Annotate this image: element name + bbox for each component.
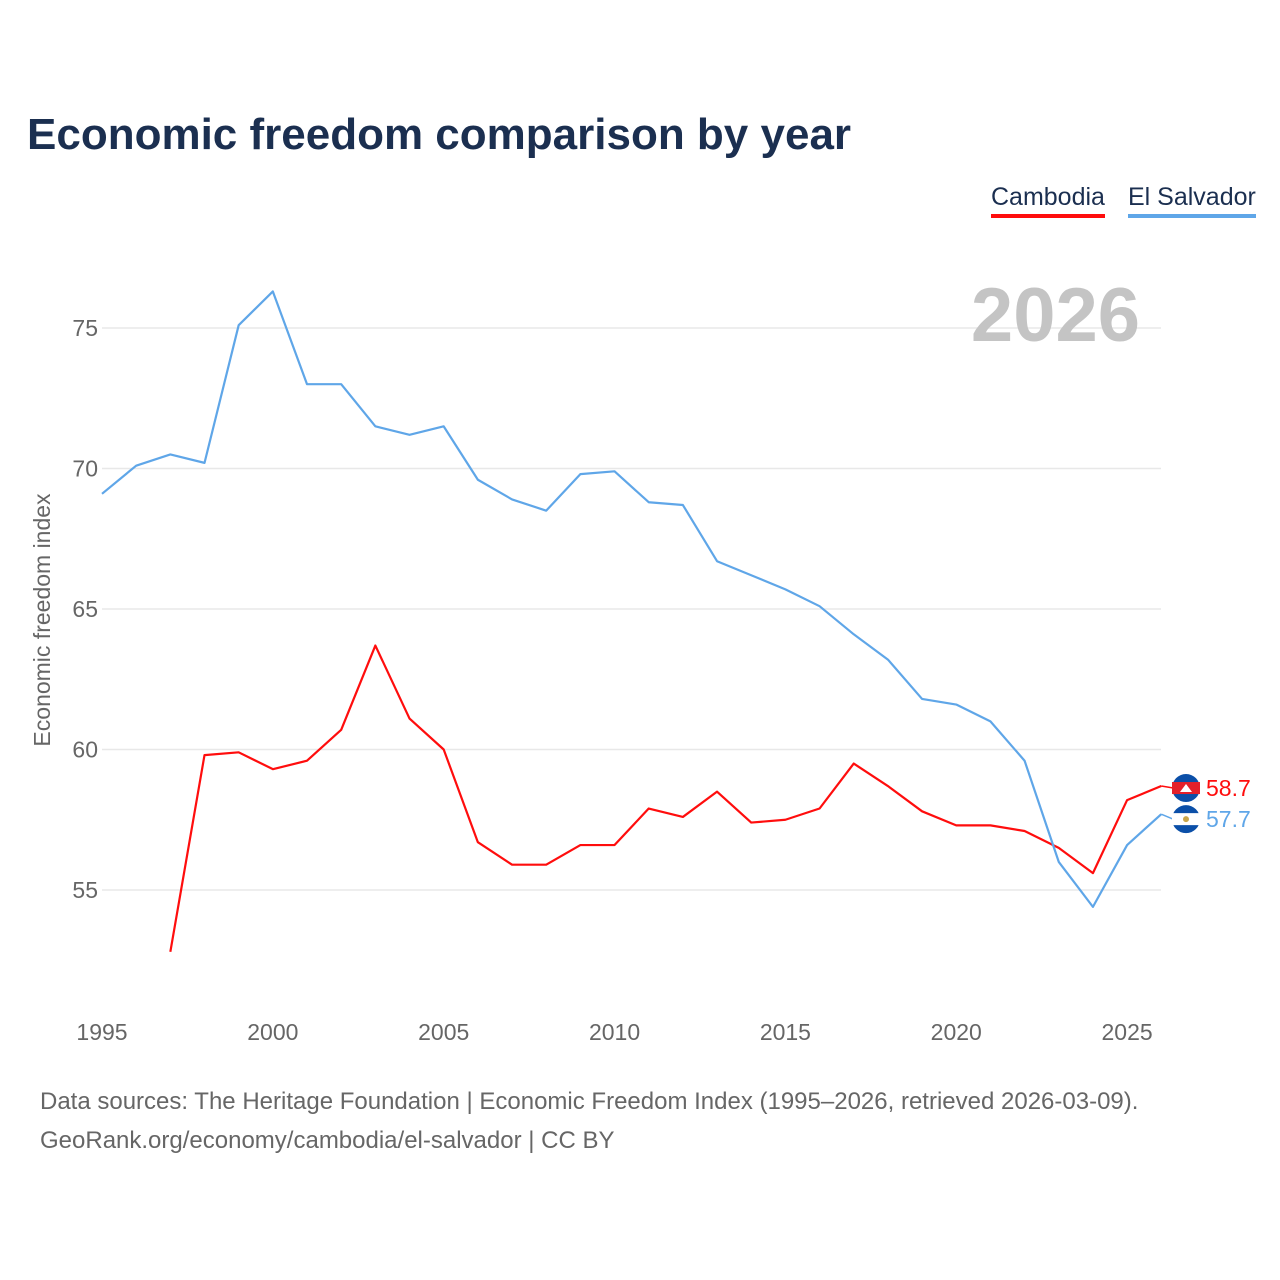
end-marker: 58.7 <box>1161 774 1251 803</box>
y-axis-label: Economic freedom index <box>29 493 55 747</box>
legend-el-salvador[interactable]: El Salvador <box>1128 183 1256 218</box>
connector <box>1161 785 1174 789</box>
x-tick-label: 2000 <box>247 1019 298 1045</box>
y-tick-label: 55 <box>72 877 98 903</box>
footer-sources: Data sources: The Heritage Foundation | … <box>40 1088 1139 1115</box>
end-value-label: 57.7 <box>1206 806 1251 832</box>
connector <box>1160 813 1174 820</box>
y-tick-label: 60 <box>72 737 98 763</box>
end-marker: 57.7 <box>1160 805 1251 834</box>
y-tick-label: 75 <box>72 315 98 341</box>
footer-link[interactable]: GeoRank.org/economy/cambodia/el-salvador… <box>40 1127 615 1154</box>
current-year-label: 2026 <box>970 273 1140 358</box>
y-tick-label: 65 <box>72 596 98 622</box>
y-tick-label: 70 <box>72 456 98 482</box>
x-tick-label: 1995 <box>76 1019 127 1045</box>
x-tick-label: 2025 <box>1102 1019 1153 1045</box>
series-line-el-salvador <box>101 290 1163 908</box>
emblem-glyph <box>1183 816 1189 823</box>
chart-title: Economic freedom comparison by year <box>27 110 852 159</box>
x-tick-label: 2020 <box>931 1019 982 1045</box>
x-tick-label: 2015 <box>760 1019 811 1045</box>
x-tick-label: 2010 <box>589 1019 640 1045</box>
series-line-cambodia <box>169 644 1162 953</box>
temple-glyph <box>1180 784 1192 793</box>
end-value-label: 58.7 <box>1206 775 1251 801</box>
x-tick-label: 2005 <box>418 1019 469 1045</box>
legend-cambodia[interactable]: Cambodia <box>991 183 1105 218</box>
